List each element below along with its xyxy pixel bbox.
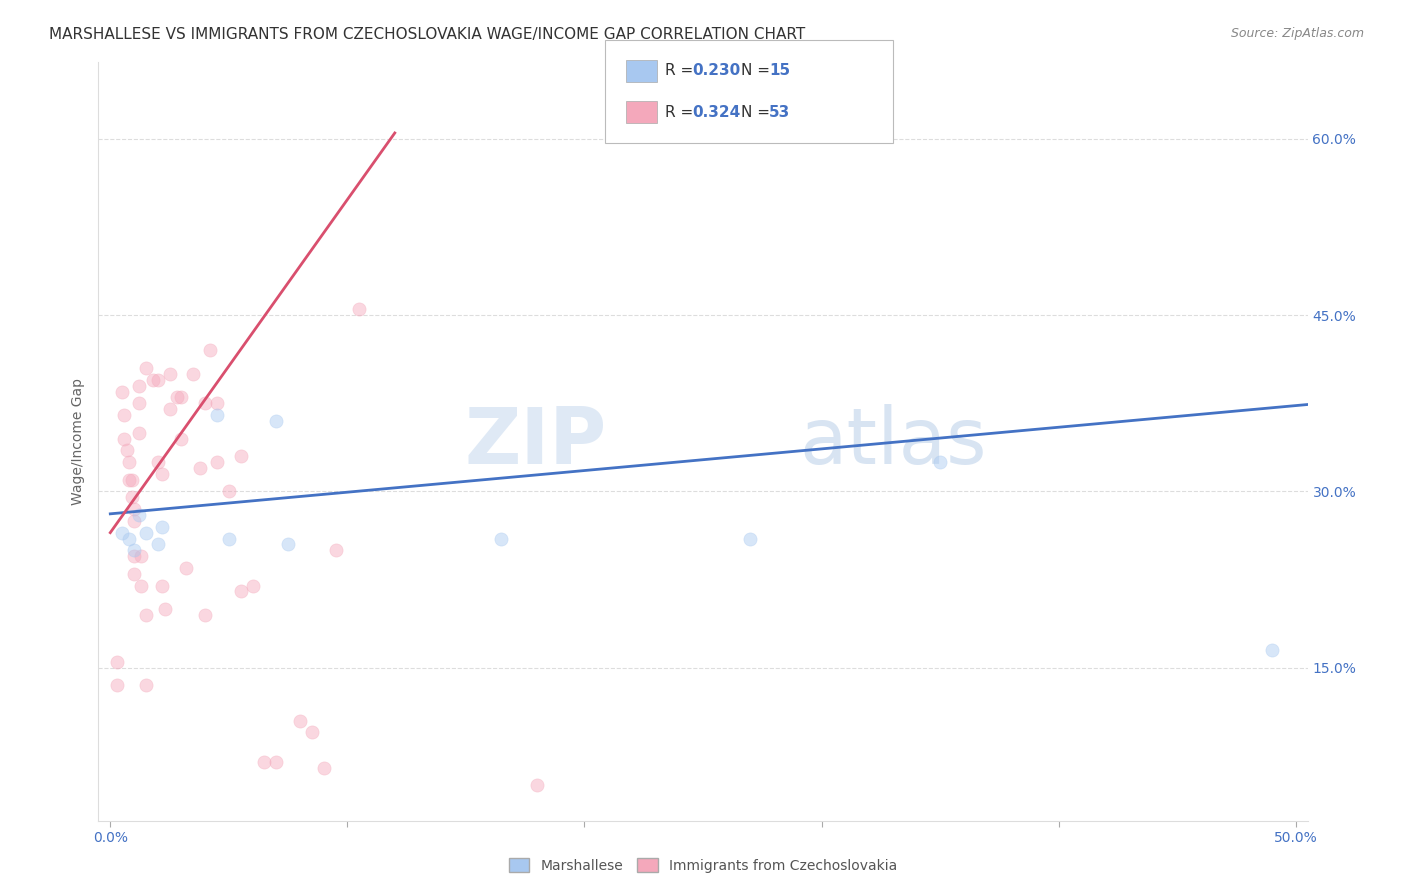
Point — [277, 537, 299, 551]
Point — [325, 543, 347, 558]
Point — [170, 391, 193, 405]
Point — [264, 755, 287, 769]
Text: R =: R = — [665, 63, 699, 78]
Point — [229, 584, 252, 599]
Point — [181, 367, 204, 381]
Point — [301, 725, 323, 739]
Text: ZIP: ZIP — [464, 403, 606, 480]
Point — [135, 525, 157, 540]
Text: MARSHALLESE VS IMMIGRANTS FROM CZECHOSLOVAKIA WAGE/INCOME GAP CORRELATION CHART: MARSHALLESE VS IMMIGRANTS FROM CZECHOSLO… — [49, 27, 806, 42]
Text: R =: R = — [665, 104, 699, 120]
Point — [121, 491, 143, 505]
Point — [194, 396, 217, 410]
Point — [122, 549, 145, 563]
Point — [122, 514, 145, 528]
Point — [128, 396, 150, 410]
Point — [288, 714, 311, 728]
Text: N =: N = — [741, 104, 775, 120]
Point — [118, 455, 141, 469]
Point — [205, 396, 228, 410]
Point — [128, 378, 150, 392]
Point — [174, 561, 197, 575]
Point — [218, 484, 240, 499]
Point — [159, 402, 181, 417]
Point — [229, 449, 252, 463]
Point — [526, 778, 548, 792]
Point — [190, 461, 212, 475]
Point — [111, 525, 134, 540]
Legend: Marshallese, Immigrants from Czechoslovakia: Marshallese, Immigrants from Czechoslova… — [503, 852, 903, 878]
Point — [929, 455, 952, 469]
Point — [198, 343, 221, 358]
Point — [312, 761, 335, 775]
Point — [122, 543, 145, 558]
Point — [491, 532, 513, 546]
Text: atlas: atlas — [800, 403, 987, 480]
Point — [205, 455, 228, 469]
Point — [253, 755, 276, 769]
Point — [129, 578, 152, 592]
Point — [135, 678, 157, 692]
Point — [153, 602, 176, 616]
Point — [122, 502, 145, 516]
Point — [121, 473, 143, 487]
Point — [115, 443, 138, 458]
Point — [128, 425, 150, 440]
Point — [166, 391, 188, 405]
Text: 15: 15 — [769, 63, 790, 78]
Point — [205, 408, 228, 422]
Point — [135, 361, 157, 376]
Point — [242, 578, 264, 592]
Point — [152, 520, 174, 534]
Text: N =: N = — [741, 63, 775, 78]
Point — [129, 549, 152, 563]
Point — [264, 414, 287, 428]
Point — [146, 455, 169, 469]
Point — [122, 566, 145, 581]
Point — [135, 607, 157, 622]
Text: Source: ZipAtlas.com: Source: ZipAtlas.com — [1230, 27, 1364, 40]
Point — [114, 408, 136, 422]
Point — [740, 532, 762, 546]
Point — [118, 532, 141, 546]
Text: 0.230: 0.230 — [692, 63, 740, 78]
Point — [152, 578, 174, 592]
Point — [105, 655, 128, 669]
Point — [118, 473, 141, 487]
Point — [218, 532, 240, 546]
Point — [1261, 643, 1284, 657]
Point — [146, 373, 169, 387]
Point — [105, 678, 128, 692]
Point — [146, 537, 169, 551]
Point — [114, 432, 136, 446]
Point — [111, 384, 134, 399]
Point — [152, 467, 174, 481]
Text: 53: 53 — [769, 104, 790, 120]
Point — [347, 302, 370, 317]
Point — [142, 373, 165, 387]
Point — [159, 367, 181, 381]
Point — [128, 508, 150, 522]
Text: 0.324: 0.324 — [692, 104, 740, 120]
Point — [170, 432, 193, 446]
Point — [194, 607, 217, 622]
Y-axis label: Wage/Income Gap: Wage/Income Gap — [72, 378, 86, 505]
